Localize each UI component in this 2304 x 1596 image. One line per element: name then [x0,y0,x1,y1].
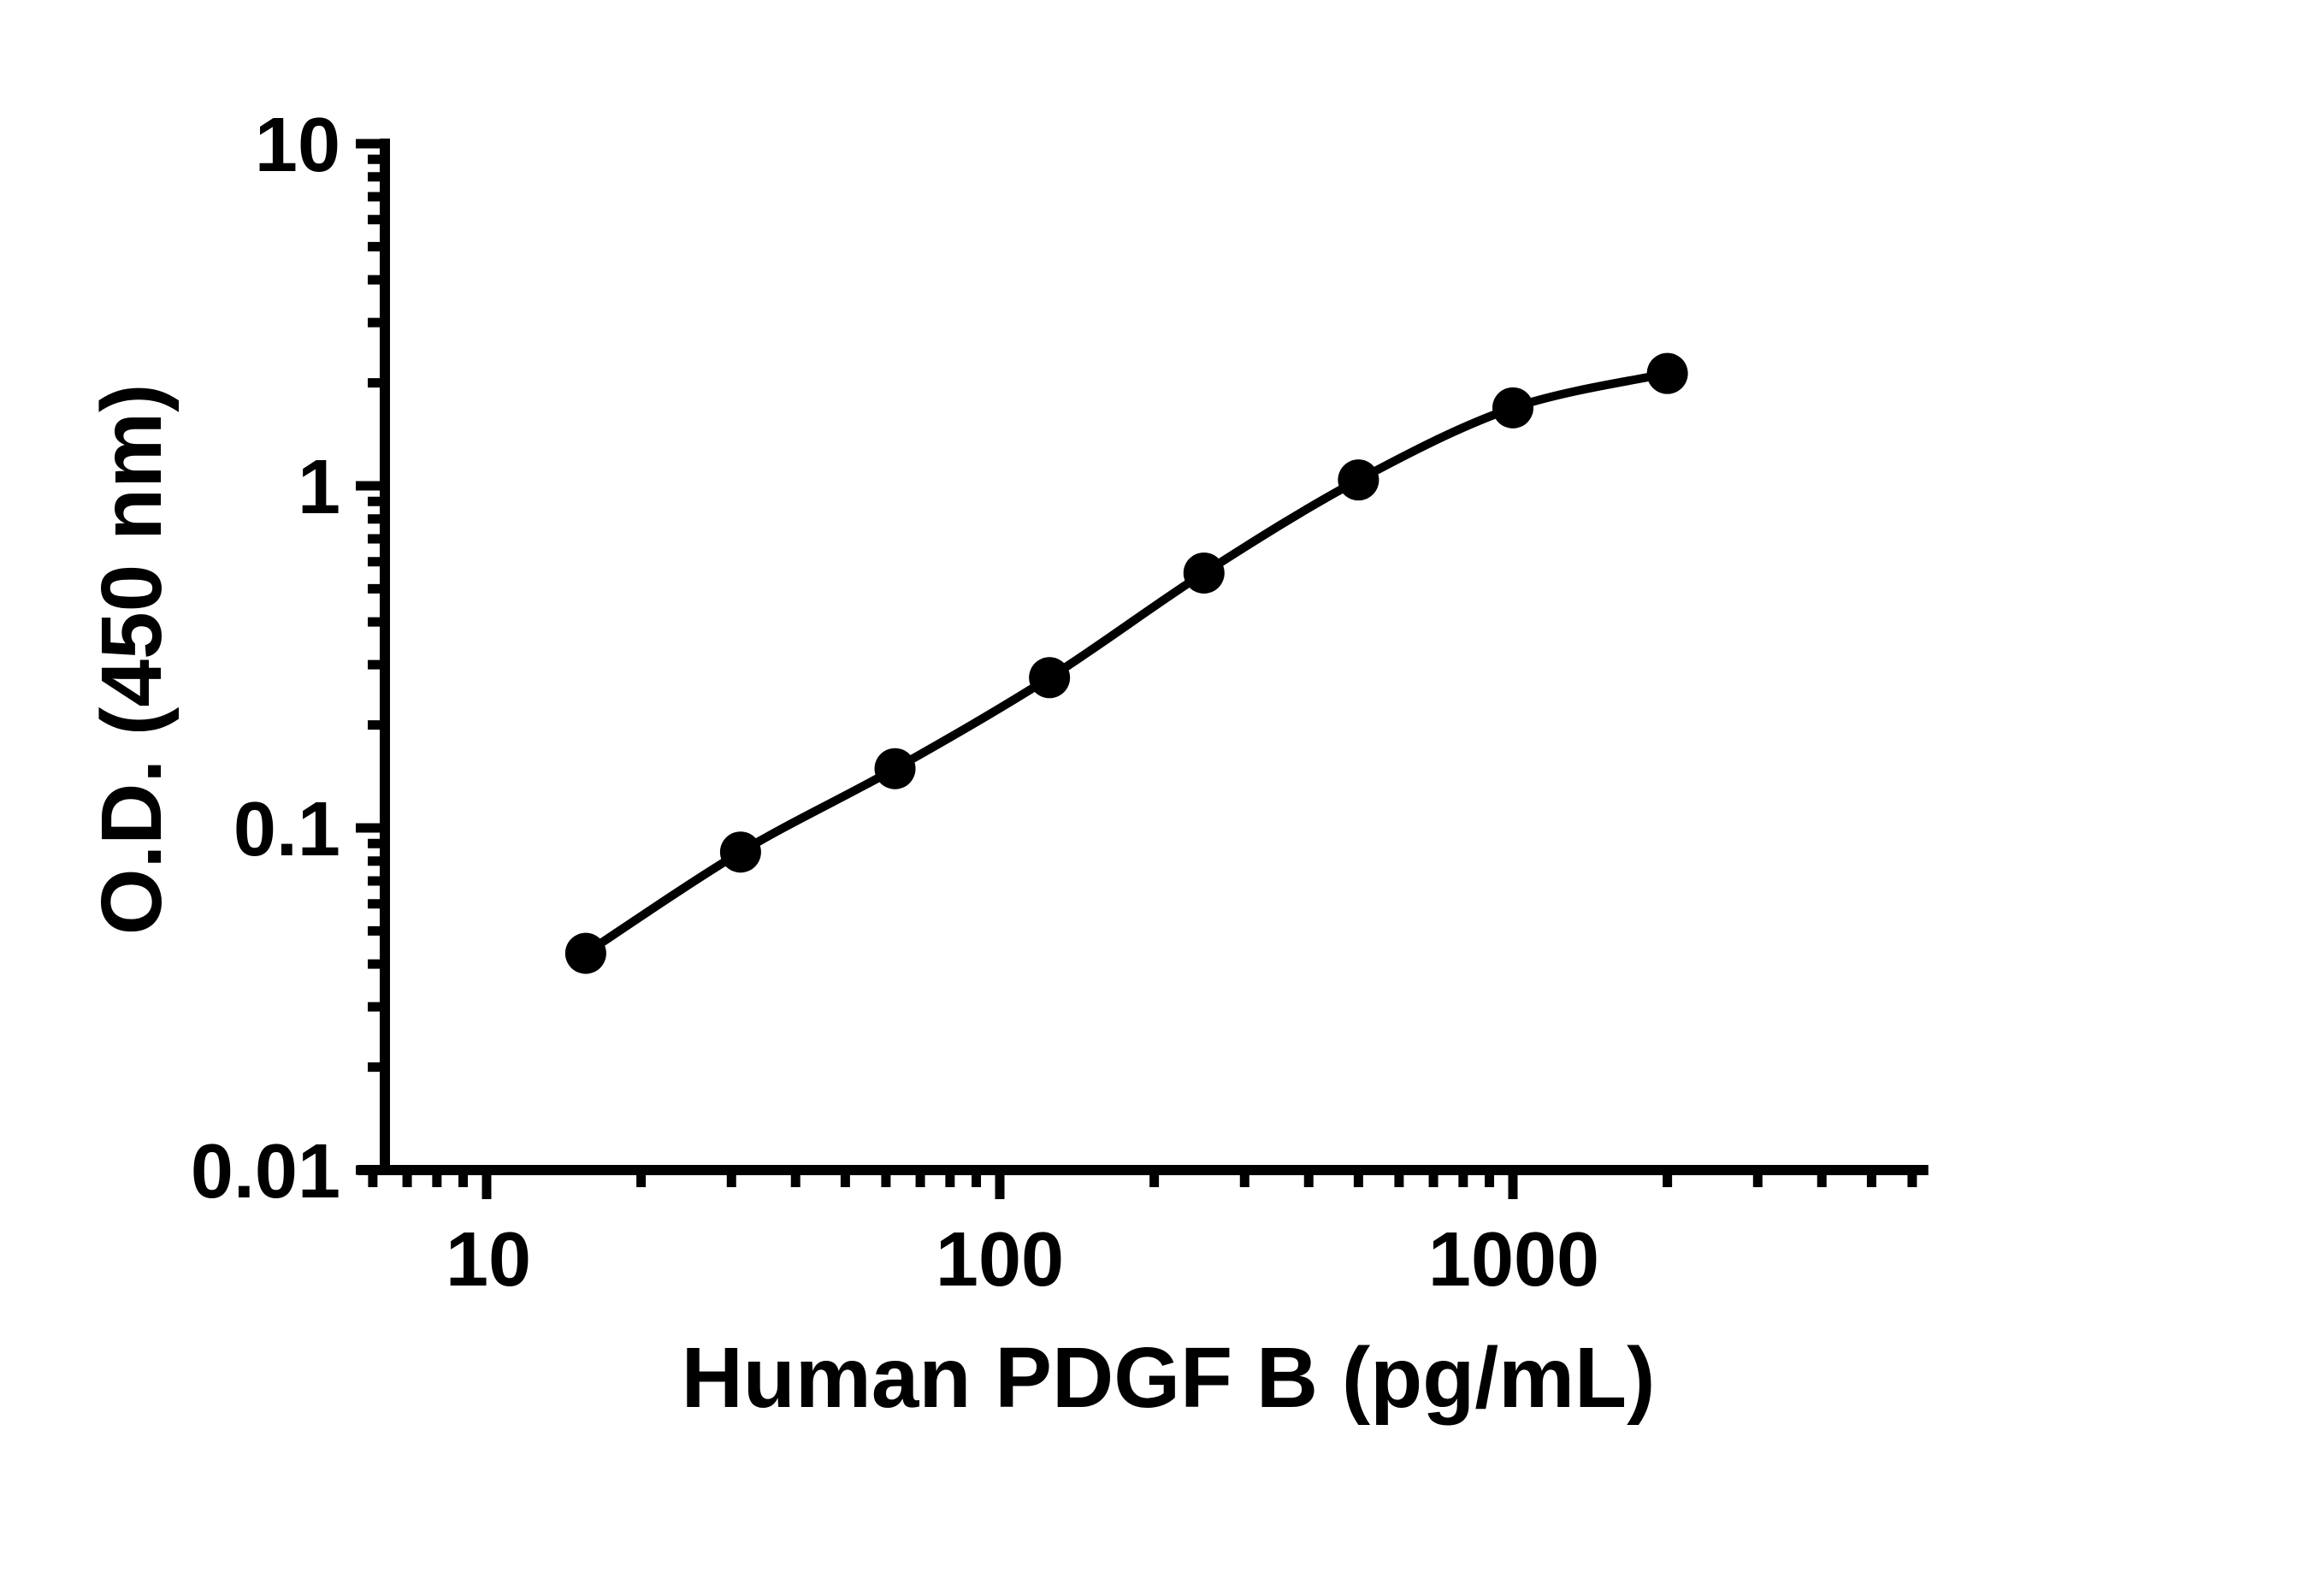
data-point-marker [1029,657,1071,699]
data-point-marker [1338,459,1379,501]
y-tick-label-0-1: 0.1 [233,787,340,872]
data-points [564,352,1688,974]
x-tick-label-100: 100 [936,1217,1064,1303]
data-point-marker [1183,552,1225,594]
y-tick-label-0-01: 0.01 [191,1129,340,1215]
data-point-marker [564,932,606,974]
y-tick-label-1: 1 [298,445,340,530]
data-point-marker [719,831,761,873]
axes [356,139,1929,1199]
y-axis-title: O.D. (450 nm) [84,384,180,936]
x-axis-title: Human PDGF B (pg/mL) [682,1330,1656,1426]
y-tick-label-10: 10 [255,103,340,188]
data-point-marker [874,748,916,789]
x-tick-label-10: 10 [446,1217,531,1303]
data-point-marker [1646,352,1688,394]
data-point-marker [1492,387,1533,429]
x-tick-label-1000: 1000 [1428,1217,1599,1303]
